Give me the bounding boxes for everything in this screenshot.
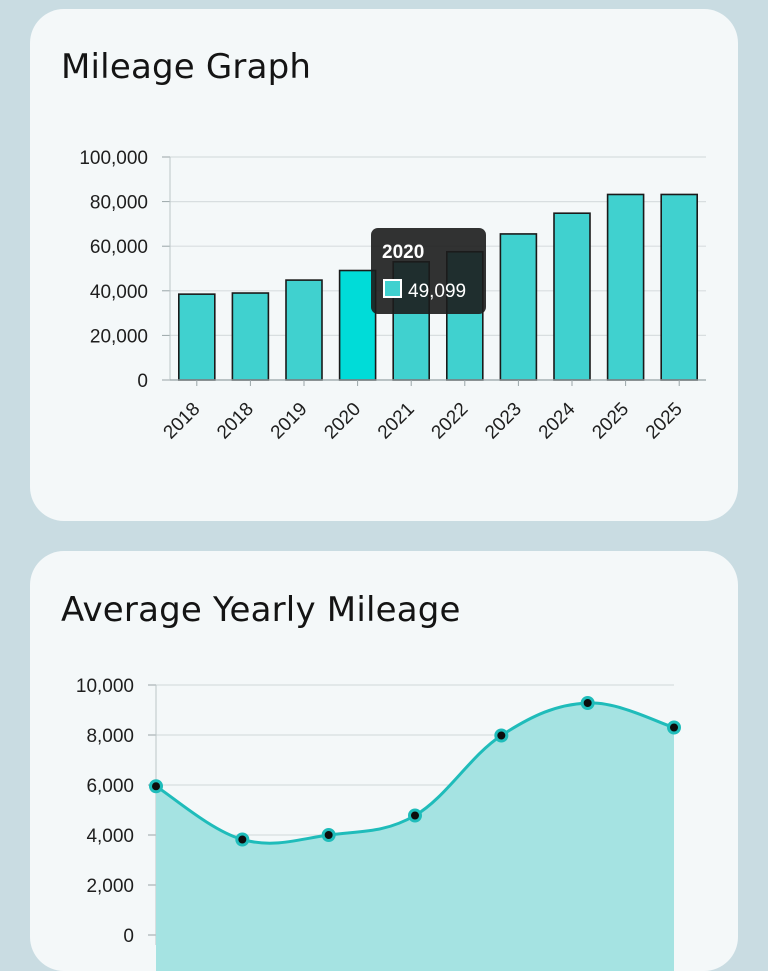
bar[interactable] (606, 193, 645, 381)
data-point[interactable] (494, 728, 509, 743)
x-tick-label: 2020 (320, 399, 365, 444)
mileage-graph-title: Mileage Graph (61, 47, 312, 87)
x-tick-label: 2024 (535, 398, 580, 443)
y-tick-label: 4,000 (86, 826, 134, 847)
x-tick-label: 2025 (642, 399, 687, 444)
yearly-mileage-area-chart: 0 2,000 4,000 6,000 8,000 10,000 (76, 676, 681, 971)
y-tick-label: 10,000 (76, 676, 134, 697)
data-point[interactable] (149, 779, 163, 794)
x-tick-label: 2021 (374, 399, 419, 444)
x-tick-label: 2019 (267, 399, 312, 444)
data-point[interactable] (321, 828, 336, 842)
bar[interactable] (338, 269, 377, 381)
average-yearly-mileage-title: Average Yearly Mileage (61, 590, 461, 630)
x-tick-label: 2025 (588, 399, 633, 444)
bar[interactable] (499, 233, 538, 381)
y-tick-label: 6,000 (86, 776, 134, 797)
y-tick-label: 0 (123, 926, 134, 947)
y-tick-label: 0 (137, 371, 148, 392)
area-fill (156, 702, 674, 971)
x-tick-label: 2018 (160, 399, 205, 444)
tooltip-title: 2020 (382, 242, 424, 263)
data-point[interactable] (580, 696, 595, 710)
y-tick-label: 8,000 (86, 726, 134, 747)
mileage-bar-chart: 0 20,000 40,000 60,000 80,000 100,000 2018 2018… (79, 148, 706, 444)
x-tick-label: 2022 (428, 399, 473, 444)
x-tick-label: 2023 (481, 399, 526, 444)
y-tick-label: 40,000 (90, 282, 148, 303)
data-point[interactable] (235, 832, 250, 847)
bar[interactable] (553, 212, 591, 381)
bar[interactable] (660, 193, 699, 381)
tooltip-value: 49,099 (408, 281, 466, 302)
bar[interactable] (178, 293, 216, 381)
y-tick-label: 100,000 (79, 148, 148, 169)
y-tick-label: 20,000 (90, 326, 148, 347)
mileage-graph-card: Mileage Graph 0 20,000 40,000 60,000 80,000 1… (30, 9, 738, 521)
x-tick-label: 2018 (213, 399, 258, 444)
y-tick-label: 80,000 (90, 193, 148, 214)
bar-tooltip: 2020 49,099 (371, 228, 486, 314)
average-yearly-mileage-card: Average Yearly Mileage 0 2,000 4,000 6,000 8… (30, 551, 738, 971)
data-point[interactable] (408, 808, 422, 823)
y-tick-label: 60,000 (90, 237, 148, 258)
tooltip-swatch (383, 279, 402, 298)
data-point[interactable] (667, 720, 681, 735)
bar[interactable] (285, 279, 323, 381)
bar[interactable] (231, 292, 270, 381)
y-tick-label: 2,000 (86, 876, 134, 897)
